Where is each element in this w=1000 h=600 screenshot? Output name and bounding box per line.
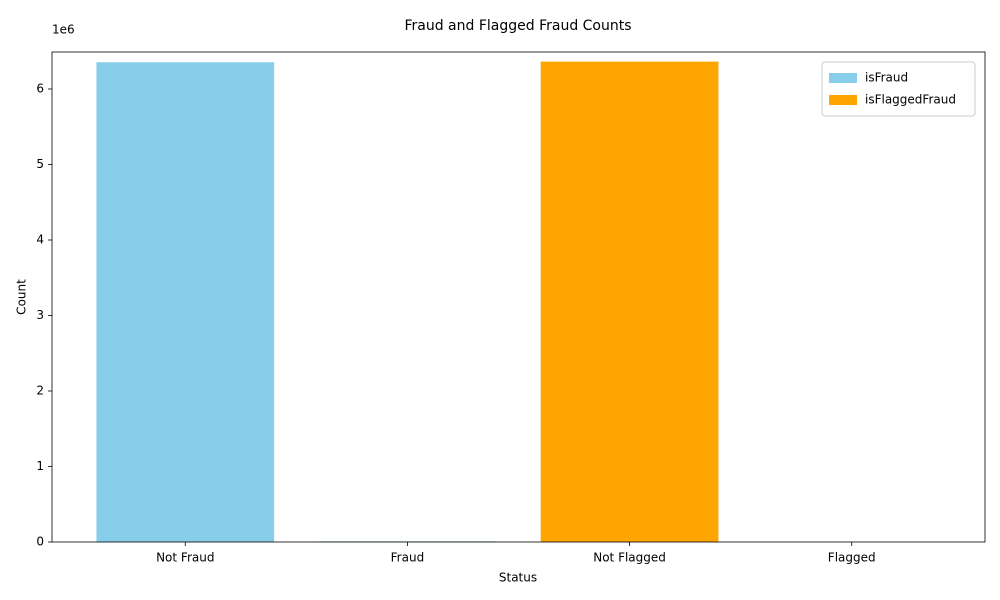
x-tick-label: Flagged — [828, 551, 876, 565]
x-tick-label: Not Fraud — [156, 551, 214, 565]
y-tick-label: 4 — [36, 232, 44, 246]
y-tick-label: 1 — [36, 459, 44, 473]
y-axis-label: Count — [15, 279, 29, 315]
x-axis-label: Status — [499, 571, 537, 585]
plot-frame — [51, 51, 986, 543]
chart-title: Fraud and Flagged Fraud Counts — [404, 18, 631, 34]
legend-label: isFlaggedFraud — [865, 93, 956, 107]
legend-swatch — [829, 95, 857, 105]
x-tick-label: Fraud — [391, 551, 425, 565]
y-tick-label: 5 — [36, 157, 44, 171]
y-offset-label: 1e6 — [52, 23, 75, 37]
y-tick-label: 6 — [36, 81, 44, 95]
x-tick-label: Not Flagged — [593, 551, 666, 565]
y-tick-label: 2 — [36, 383, 44, 397]
bar — [540, 61, 719, 542]
bar — [96, 62, 275, 543]
legend-label: isFraud — [865, 71, 908, 85]
y-tick-label: 3 — [36, 308, 44, 322]
legend-swatch — [829, 73, 857, 83]
legend-box — [821, 61, 976, 117]
y-tick-label: 0 — [36, 535, 44, 549]
